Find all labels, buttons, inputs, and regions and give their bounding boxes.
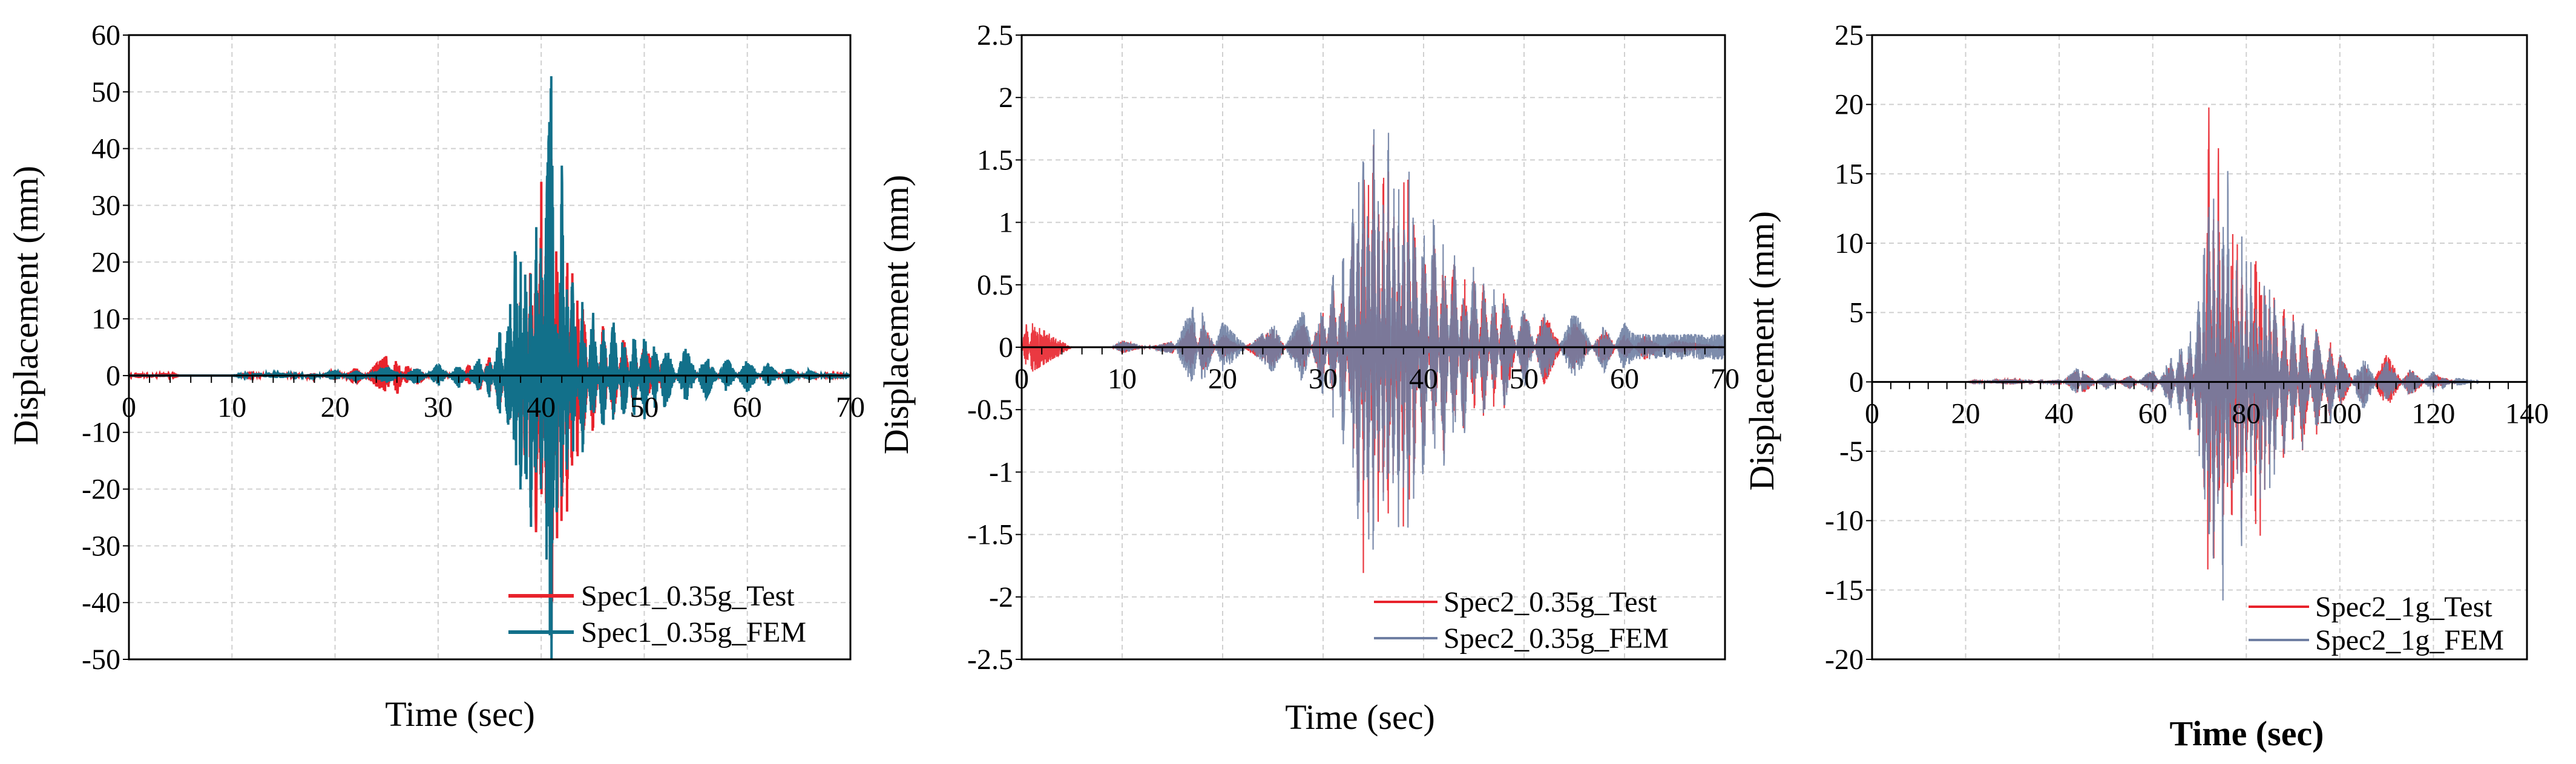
panel-2-legend-label-test: Spec2_0.35g_Test bbox=[1444, 586, 1657, 618]
panel-3-y-axis-title: Displacement (mm) bbox=[1742, 211, 1781, 491]
y-tick-label: -2.5 bbox=[967, 644, 1013, 676]
panel-3-x-tick-labels: 0 20 40 60 80 100 120 140 bbox=[1865, 397, 2549, 429]
y-tick-label: 60 bbox=[91, 19, 120, 51]
x-tick-label: 20 bbox=[1951, 397, 1980, 429]
y-tick-label: 0 bbox=[1849, 366, 1864, 398]
panel-1-legend-label-fem: Spec1_0.35g_FEM bbox=[581, 616, 806, 648]
panel-2-legend-label-fem: Spec2_0.35g_FEM bbox=[1444, 622, 1669, 655]
x-tick-label: 0 bbox=[122, 391, 136, 423]
x-tick-label: 50 bbox=[1510, 363, 1539, 395]
y-tick-label: 10 bbox=[1835, 227, 1864, 260]
y-tick-label: 1.5 bbox=[977, 144, 1013, 176]
y-tick-label: 10 bbox=[91, 303, 120, 335]
y-tick-label: 40 bbox=[91, 133, 120, 165]
x-tick-label: 80 bbox=[2232, 397, 2261, 429]
x-tick-label: 40 bbox=[2045, 397, 2074, 429]
y-tick-label: 0 bbox=[999, 331, 1013, 364]
x-tick-label: 50 bbox=[629, 391, 659, 423]
y-tick-label: -10 bbox=[82, 417, 120, 449]
y-tick-label: 5 bbox=[1849, 297, 1864, 329]
panel-1-x-tick-labels: 0 10 20 30 40 50 60 70 bbox=[122, 391, 865, 423]
panel-1-zero-axis bbox=[128, 374, 851, 383]
y-tick-label: -10 bbox=[1825, 505, 1864, 537]
y-tick-label: -0.5 bbox=[967, 394, 1013, 426]
x-tick-label: 70 bbox=[836, 391, 865, 423]
x-tick-label: 10 bbox=[1108, 363, 1137, 395]
x-tick-label: 0 bbox=[1014, 363, 1029, 395]
y-tick-label: 20 bbox=[91, 246, 120, 278]
panel-3-legend: Spec2_1g_Test Spec2_1g_FEM bbox=[2249, 591, 2504, 656]
panel-2-y-tick-labels: -2.5 -2 -1.5 -1 -0.5 0 0.5 1 1.5 2 2.5 bbox=[967, 19, 1022, 676]
x-tick-label: 10 bbox=[217, 391, 246, 423]
panel-2-x-axis-title: Time (sec) bbox=[1285, 697, 1435, 737]
y-tick-label: 0.5 bbox=[977, 269, 1013, 301]
x-tick-label: 100 bbox=[2318, 397, 2362, 429]
panel-2-x-tick-labels: 0 10 20 30 40 50 60 70 bbox=[1014, 363, 1740, 395]
y-tick-label: 2 bbox=[999, 82, 1013, 114]
x-tick-label: 40 bbox=[527, 391, 556, 423]
x-tick-label: 0 bbox=[1865, 397, 1879, 429]
x-tick-label: 30 bbox=[1309, 363, 1338, 395]
panel-3-legend-label-test: Spec2_1g_Test bbox=[2315, 591, 2492, 623]
panel-2: -2.5-2-1.5-1-0.500.511.522.5 0 10 20 30 40 50… bbox=[876, 19, 1740, 737]
panel-2-y-axis-title: Displacement (mm) bbox=[876, 175, 916, 454]
y-tick-label: -2 bbox=[989, 581, 1013, 613]
y-tick-label: -20 bbox=[82, 474, 120, 506]
x-tick-label: 140 bbox=[2505, 397, 2549, 429]
panel-3-y-tick-labels: -20 -15 -10 -5 0 5 10 15 20 25 bbox=[1825, 19, 1872, 676]
y-tick-label: -50 bbox=[82, 644, 120, 676]
x-tick-label: 20 bbox=[1208, 363, 1237, 395]
panel-1-legend-label-test: Spec1_0.35g_Test bbox=[581, 580, 795, 612]
panel-3-legend-label-fem: Spec2_1g_FEM bbox=[2315, 624, 2504, 656]
y-tick-label: 25 bbox=[1835, 19, 1864, 51]
y-tick-label: 2.5 bbox=[977, 19, 1013, 51]
panel-3-plot-frame bbox=[1871, 34, 2528, 661]
panel-2-legend: Spec2_0.35g_Test Spec2_0.35g_FEM bbox=[1374, 586, 1669, 655]
y-tick-label: -30 bbox=[82, 530, 120, 562]
x-tick-label: 60 bbox=[733, 391, 762, 423]
panel-1-x-axis-title: Time (sec) bbox=[385, 694, 535, 734]
panel-1-y-tick-labels: -50 -40 -30 -20 -10 0 10 20 30 40 50 60 bbox=[82, 19, 129, 676]
x-tick-label: 70 bbox=[1710, 363, 1740, 395]
y-tick-label: -5 bbox=[1839, 436, 1864, 468]
y-tick-label: -20 bbox=[1825, 644, 1864, 676]
panel-3-zero-axis bbox=[1871, 380, 2528, 390]
y-tick-label: 15 bbox=[1835, 158, 1864, 190]
y-tick-label: 50 bbox=[91, 76, 120, 108]
panel-1-y-axis-title: Displacement (mm) bbox=[6, 166, 45, 445]
y-tick-label: -40 bbox=[82, 587, 120, 619]
panel-2-zero-axis bbox=[1021, 346, 1726, 354]
y-tick-label: -1 bbox=[989, 456, 1013, 488]
x-tick-label: 20 bbox=[321, 391, 350, 423]
x-tick-label: 60 bbox=[2138, 397, 2167, 429]
x-tick-label: 60 bbox=[1610, 363, 1639, 395]
y-tick-label: 30 bbox=[91, 189, 120, 221]
y-tick-label: 20 bbox=[1835, 89, 1864, 121]
panel-3-x-axis-title: Time (sec) bbox=[2170, 714, 2324, 753]
y-tick-label: 0 bbox=[106, 360, 120, 392]
x-tick-label: 30 bbox=[424, 391, 453, 423]
panel-1-legend: Spec1_0.35g_Test Spec1_0.35g_FEM bbox=[508, 580, 806, 648]
panel-1-plot-frame bbox=[128, 34, 852, 661]
x-tick-label: 120 bbox=[2411, 397, 2455, 429]
y-tick-label: 1 bbox=[999, 207, 1013, 239]
y-tick-label: -15 bbox=[1825, 574, 1864, 606]
y-tick-label: -1.5 bbox=[967, 519, 1013, 551]
x-tick-label: 40 bbox=[1409, 363, 1438, 395]
